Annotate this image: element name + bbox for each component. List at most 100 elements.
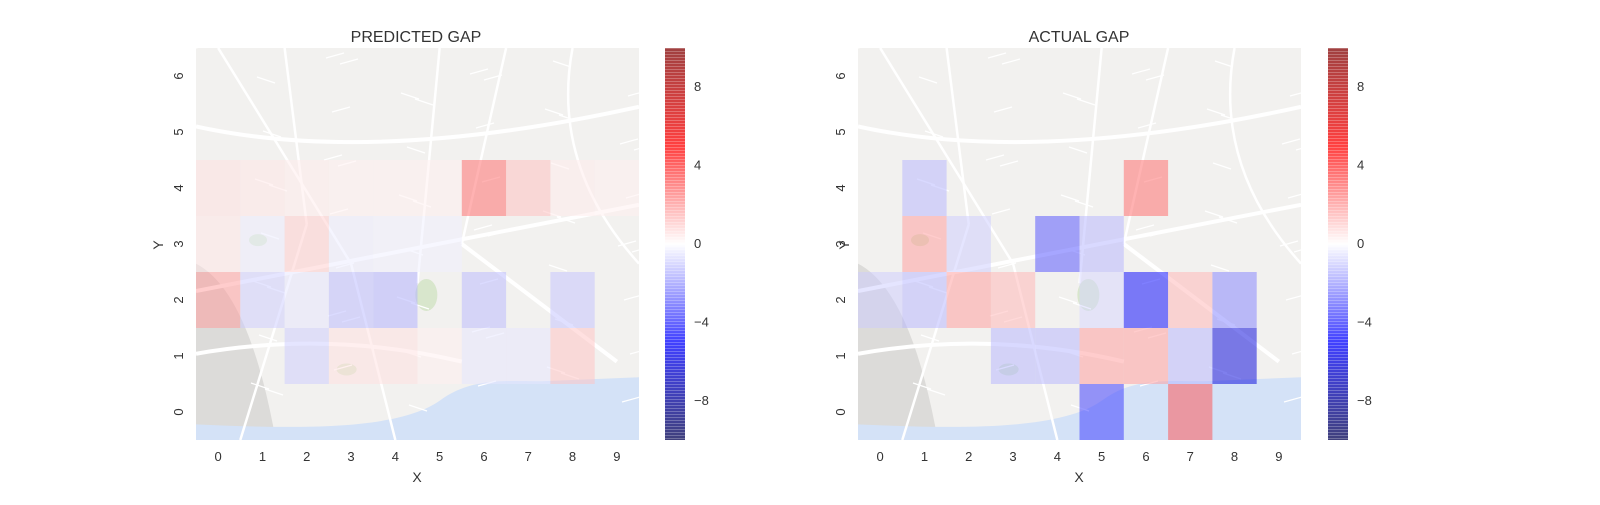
y-tick-label: 3 — [833, 240, 848, 247]
heatmap-cell — [990, 272, 1036, 328]
y-tick-label: 3 — [171, 240, 186, 247]
colorbar: 8 4 0 −4 −8 — [665, 48, 709, 440]
heatmap-cell — [284, 160, 329, 216]
colorbar: 8 4 0 −4 −8 — [1328, 48, 1372, 440]
colorbar-tick-label: 4 — [694, 158, 701, 173]
chart-title: PREDICTED GAP — [351, 29, 482, 46]
x-tick-labels: 0 1 2 3 4 5 6 7 8 9 — [215, 449, 621, 464]
y-tick-label: 5 — [833, 128, 848, 135]
heatmap-cell — [417, 216, 462, 272]
heatmap-cell — [1035, 328, 1080, 384]
heatmap-cell — [461, 160, 507, 216]
x-tick-label: 3 — [1009, 449, 1016, 464]
heatmap-cell — [196, 272, 241, 328]
y-tick-label: 0 — [833, 408, 848, 415]
heatmap-cell — [990, 328, 1036, 384]
colorbar-tick-labels: 8 4 0 −4 −8 — [694, 79, 709, 408]
heatmap-cells — [858, 160, 1257, 440]
y-tick-label: 2 — [833, 296, 848, 303]
heatmap-cell — [461, 272, 507, 328]
heatmap-cells — [196, 160, 639, 384]
y-tick-label: 6 — [171, 72, 186, 79]
colorbar-tick-label: −8 — [694, 393, 709, 408]
x-tick-label: 6 — [1142, 449, 1149, 464]
heatmap-cell — [506, 160, 551, 216]
x-tick-labels: 0 1 2 3 4 5 6 7 8 9 — [877, 449, 1283, 464]
x-tick-label: 5 — [436, 449, 443, 464]
y-tick-labels: 0 1 2 3 4 5 6 — [833, 72, 848, 415]
heatmap-cell — [284, 328, 329, 384]
heatmap-cell — [902, 272, 947, 328]
heatmap-cell — [902, 216, 947, 272]
heatmap-cell — [284, 216, 329, 272]
heatmap-cell — [1168, 384, 1213, 440]
x-tick-label: 4 — [392, 449, 399, 464]
x-tick-label: 0 — [215, 449, 222, 464]
heatmap-cell — [1079, 216, 1124, 272]
y-tick-label: 0 — [171, 408, 186, 415]
y-tick-label: 1 — [171, 352, 186, 359]
heatmap-cell — [858, 272, 903, 328]
x-tick-label: 7 — [1187, 449, 1194, 464]
x-tick-label: 2 — [965, 449, 972, 464]
heatmap-cell — [417, 328, 462, 384]
x-tick-label: 8 — [569, 449, 576, 464]
x-axis-label: X — [412, 469, 422, 485]
colorbar-tick-label: −4 — [694, 314, 709, 329]
y-tick-label: 2 — [171, 296, 186, 303]
heatmap-cell — [1212, 272, 1257, 328]
heatmap-cell — [1123, 272, 1169, 328]
map-background — [858, 48, 1301, 440]
heatmap-cell — [328, 328, 374, 384]
colorbar-tick-label: 4 — [1357, 158, 1364, 173]
heatmap-cell — [1035, 216, 1080, 272]
heatmap-cell — [1212, 328, 1257, 384]
heatmap-cell — [284, 272, 329, 328]
x-tick-label: 1 — [921, 449, 928, 464]
heatmap-cell — [1079, 384, 1124, 440]
x-tick-label: 5 — [1098, 449, 1105, 464]
heatmap-cell — [506, 328, 551, 384]
colorbar-tick-label: 0 — [694, 236, 701, 251]
x-tick-label: 6 — [480, 449, 487, 464]
heatmap-cell — [417, 160, 462, 216]
y-axis-label: Y — [836, 240, 852, 250]
heatmap-cell — [1168, 272, 1213, 328]
heatmap-cell — [240, 216, 285, 272]
x-tick-label: 9 — [613, 449, 620, 464]
map-background — [196, 48, 639, 440]
colorbar-tick-labels: 8 4 0 −4 −8 — [1357, 79, 1372, 408]
heatmap-cell — [373, 272, 418, 328]
heatmap-cell — [550, 160, 595, 216]
heatmap-cell — [373, 328, 418, 384]
heatmap-cell — [550, 328, 595, 384]
x-tick-label: 7 — [525, 449, 532, 464]
x-tick-label: 8 — [1231, 449, 1238, 464]
colorbar-tick-label: 0 — [1357, 236, 1364, 251]
x-tick-label: 9 — [1275, 449, 1282, 464]
actual-gap-panel: ACTUAL GAP 0 1 2 3 4 5 6 7 8 9 0 1 2 3 4 5 6 X Y 8 4 0 −4 −… — [833, 29, 1372, 485]
heatmap-cell — [1123, 328, 1169, 384]
chart-title: ACTUAL GAP — [1029, 29, 1130, 46]
heatmap-cell — [328, 272, 374, 328]
y-tick-label: 6 — [833, 72, 848, 79]
heatmap-cell — [1079, 272, 1124, 328]
x-tick-label: 3 — [347, 449, 354, 464]
colorbar-tick-label: 8 — [694, 79, 701, 94]
y-tick-label: 4 — [171, 184, 186, 191]
heatmap-cell — [196, 216, 241, 272]
y-tick-label: 1 — [833, 352, 848, 359]
colorbar-tick-label: 8 — [1357, 79, 1364, 94]
y-tick-labels: 0 1 2 3 4 5 6 — [171, 72, 186, 415]
heatmap-cell — [196, 160, 241, 216]
heatmap-cell — [946, 216, 991, 272]
heatmap-cell — [328, 160, 374, 216]
heatmap-cell — [1123, 160, 1169, 216]
heatmap-cell — [902, 160, 947, 216]
heatmap-cell — [550, 272, 595, 328]
colorbar-tick-label: −8 — [1357, 393, 1372, 408]
x-tick-label: 2 — [303, 449, 310, 464]
